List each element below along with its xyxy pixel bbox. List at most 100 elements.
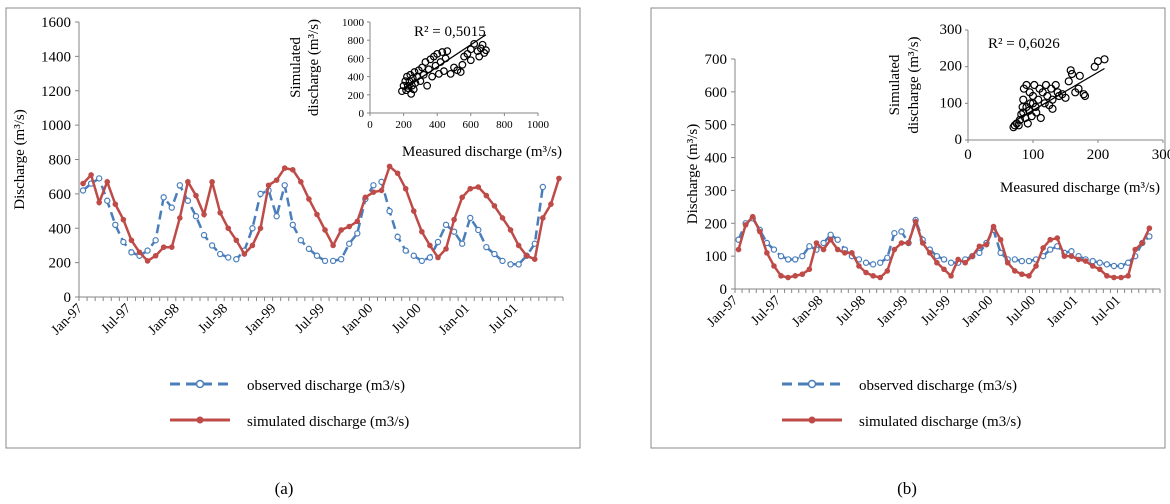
legend-a: observed discharge (m3/s) simulated disc… — [170, 378, 409, 430]
chart-a-observed-point — [329, 257, 337, 265]
chart-a-observed-point — [233, 255, 240, 263]
chart-b-simulated-point — [1075, 256, 1082, 263]
chart-a-observed-point — [434, 238, 442, 246]
legend-b: observed discharge (m3/s) simulated disc… — [782, 378, 1021, 430]
chart-b-simulated-point — [905, 240, 912, 246]
chart-b-observed-point — [777, 252, 785, 260]
chart-b-simulated-point — [997, 236, 1004, 243]
chart-b-inset-point — [1080, 91, 1090, 101]
chart-a-inset-point — [433, 49, 442, 58]
chart-b-simulated-point — [955, 256, 961, 263]
chart-a-simulated-point — [491, 203, 498, 209]
chart-a-observed-point — [321, 257, 329, 265]
chart-b-simulated-point — [799, 271, 806, 278]
chart-a-simulated-point — [378, 187, 385, 194]
chart-b-simulated-point — [1082, 258, 1089, 264]
chart-a-simulated-point — [386, 163, 393, 170]
chart-a-simulated-point — [330, 242, 336, 249]
chart-b-observed-point — [877, 259, 884, 266]
chart-a-y-tick-label: 0 — [64, 290, 72, 306]
chart-b-simulated-point — [856, 263, 862, 269]
chart-b-observed-point — [784, 256, 792, 263]
chart-a-observed-point — [120, 238, 127, 246]
chart-a-observed-point — [144, 247, 151, 254]
chart-a-inset-point — [456, 68, 465, 76]
chart-a-simulated-point — [177, 215, 183, 221]
chart-b-inset-x-tick-label: 0 — [964, 147, 972, 163]
chart-a-observed-point — [160, 194, 167, 201]
chart-b-y-axis-title: Discharge (m³/s) — [685, 124, 701, 224]
chart-a-observed-point — [192, 213, 200, 220]
chart-a-simulated-point — [241, 251, 248, 257]
chart-b-observed-point — [834, 236, 841, 243]
chart-b-observed-point — [884, 254, 891, 261]
chart-b-inset-point — [1028, 99, 1038, 108]
chart-b-simulated-point — [990, 223, 997, 230]
chart-b-inset-point — [1074, 84, 1083, 93]
chart-a-observed-point — [442, 221, 450, 229]
chart-b-simulated-point — [827, 236, 834, 243]
chart-b-observed-point — [1089, 257, 1096, 265]
chart-a-inset-y-axis-title: Simulated — [288, 37, 304, 98]
chart-b-simulated-point — [1054, 235, 1061, 241]
chart-a-observed-point — [152, 237, 159, 244]
chart-a-simulated-point — [144, 258, 151, 264]
panel-label-b: (b) — [897, 479, 917, 498]
chart-a-simulated-point — [419, 228, 425, 235]
chart-a-simulated-point — [475, 184, 482, 190]
chart-a-observed-point — [104, 197, 111, 204]
chart-a-simulated-point — [443, 246, 449, 252]
chart-b-y-tick-label: 200 — [705, 216, 728, 232]
chart-a-simulated-point — [548, 201, 554, 207]
chart-a-simulated-point — [515, 242, 522, 249]
chart-a-simulated-point — [225, 225, 232, 232]
chart-b-inset-r2-label: R² = 0,6026 — [988, 36, 1060, 52]
chart-a-y-tick-label: 1000 — [41, 118, 71, 134]
chart-a-inset-point — [446, 69, 455, 78]
chart-b-simulated-point — [898, 240, 905, 246]
chart-b-observed-point — [806, 243, 813, 250]
chart-b-y-tick-label: 0 — [720, 282, 728, 298]
chart-b-simulated-point — [1061, 253, 1068, 259]
chart-a-simulated-point — [338, 227, 344, 233]
legend-b-observed-label: observed discharge (m3/s) — [859, 378, 1017, 394]
chart-a-simulated-point — [362, 194, 369, 201]
chart-a-observed-point — [483, 243, 490, 251]
chart-a-simulated-point — [298, 179, 304, 185]
chart-b-simulated-point — [926, 250, 933, 256]
panel-label-a: (a) — [275, 479, 294, 498]
chart-b-simulated-point — [1089, 263, 1096, 269]
chart-b-simulated-point — [1011, 268, 1018, 274]
chart-a-simulated-point — [257, 225, 264, 232]
chart-b-simulated-point — [764, 250, 770, 256]
chart-b-simulated-point — [778, 273, 784, 279]
chart-b-simulated-point — [870, 273, 876, 279]
chart-b-observed-point — [820, 239, 827, 247]
chart-b-simulated-point — [976, 243, 983, 250]
chart-b-inset-y-axis-title-2: discharge (m³/s) — [906, 36, 922, 133]
chart-b-inset-point — [1061, 93, 1070, 102]
panel-b-frame — [650, 7, 1166, 449]
chart-a-simulated-point — [80, 180, 86, 187]
chart-b-inset-point — [1019, 95, 1028, 104]
chart-a-y-tick-label: 1400 — [41, 49, 71, 65]
chart-b-observed-point — [947, 259, 955, 266]
chart-b-observed-point — [1110, 262, 1118, 270]
chart-a-observed-point — [176, 182, 184, 189]
chart-b-simulated-point — [884, 268, 891, 274]
chart-a-observed-point — [467, 214, 474, 222]
chart-a-inset-point — [423, 81, 432, 90]
chart-a-observed-point — [225, 254, 232, 261]
chart-a-observed-point — [475, 226, 482, 234]
chart-b-y-tick-label: 300 — [705, 183, 728, 199]
chart-a-observed-point — [402, 247, 409, 254]
chart-b-simulated-point — [820, 246, 827, 253]
chart-b-simulated-point — [983, 241, 990, 248]
chart-b-simulated-point — [1047, 236, 1054, 243]
chart-b-inset-y-tick-label: 100 — [940, 95, 963, 111]
legend-a-simulated-marker — [170, 416, 230, 424]
chart-a-simulated-point — [160, 244, 167, 250]
chart-b-y-tick-label: 600 — [705, 85, 728, 101]
chart-a-inset-point — [398, 87, 406, 96]
